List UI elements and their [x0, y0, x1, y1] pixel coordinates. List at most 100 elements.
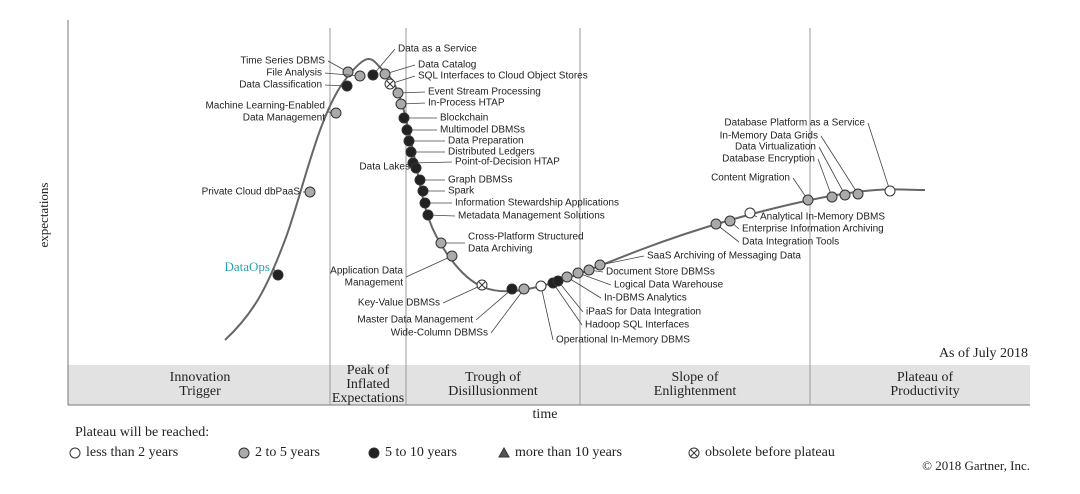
marker — [379, 68, 391, 80]
technology-label: Data as a Service — [398, 44, 477, 55]
marker — [583, 264, 595, 276]
marker — [852, 188, 864, 200]
marker-circle — [401, 124, 413, 136]
connector — [552, 282, 583, 326]
marker — [368, 447, 380, 459]
technology-label: DataOps — [225, 259, 271, 274]
marker — [417, 185, 429, 197]
marker-circle — [419, 197, 431, 209]
hype-curve — [224, 57, 926, 341]
marker-circle — [405, 146, 417, 158]
technology-label: Data Management — [243, 113, 325, 124]
connector — [412, 161, 453, 164]
marker-circle — [884, 185, 896, 197]
marker — [238, 447, 250, 459]
marker — [401, 124, 413, 136]
connector — [817, 158, 833, 198]
marker — [405, 146, 417, 158]
technology-label: Event Stream Processing — [428, 87, 541, 98]
marker — [826, 191, 838, 203]
marker — [435, 237, 447, 249]
marker — [272, 269, 284, 281]
phase-name: Peak of — [347, 363, 390, 378]
technology-label: Blockchain — [440, 113, 488, 124]
technology-label: iPaaS for Data Integration — [586, 307, 701, 318]
phase-name: Inflated — [346, 377, 390, 392]
marker-circle — [839, 189, 851, 201]
marker — [384, 78, 396, 90]
marker — [594, 259, 606, 271]
marker — [419, 197, 431, 209]
technology-label: File Analysis — [266, 68, 322, 79]
marker — [498, 446, 510, 458]
marker-circle — [826, 191, 838, 203]
x-axis-label: time — [533, 407, 558, 422]
marker-circle — [403, 135, 415, 147]
marker-circle — [414, 174, 426, 186]
marker — [535, 280, 547, 292]
marker — [724, 215, 736, 227]
legend-label: 2 to 5 years — [255, 445, 320, 460]
marker — [330, 107, 342, 119]
marker — [410, 162, 422, 174]
phase-name: Productivity — [890, 384, 959, 399]
marker — [398, 112, 410, 124]
legend-label: less than 2 years — [86, 445, 178, 460]
marker-circle — [594, 259, 606, 271]
technology-label: Information Stewardship Applications — [455, 198, 619, 209]
marker — [69, 447, 81, 459]
marker-circle — [417, 185, 429, 197]
marker — [446, 250, 458, 262]
phase-name: Slope of — [671, 370, 718, 385]
marker-circle — [852, 188, 864, 200]
marker-cross — [478, 281, 486, 289]
phase-name: Trough of — [465, 370, 521, 385]
marker — [710, 218, 722, 230]
marker-circle — [710, 218, 722, 230]
connector — [599, 255, 645, 266]
technology-label: Document Store DBMSs — [606, 267, 715, 278]
technology-label: Data Catalog — [418, 60, 476, 71]
marker-circle — [367, 69, 379, 81]
connector — [442, 284, 483, 304]
marker — [422, 209, 434, 221]
marker — [839, 189, 851, 201]
marker-circle — [368, 447, 380, 459]
technology-label: Hadoop SQL Interfaces — [585, 320, 689, 331]
marker-circle — [561, 271, 573, 283]
connector — [818, 146, 846, 196]
technology-label: Key-Value DBMSs — [358, 298, 440, 309]
technology-label: Logical Data Warehouse — [614, 280, 724, 291]
legend-title: Plateau will be reached: — [75, 425, 209, 440]
marker-circle — [379, 68, 391, 80]
marker — [688, 447, 700, 459]
marker-circle — [304, 186, 316, 198]
marker-circle — [395, 98, 407, 110]
technology-label: Wide-Column DBMSs — [391, 328, 488, 339]
marker — [354, 70, 366, 82]
technology-label: Point-of-Decision HTAP — [455, 157, 560, 168]
legend-label: obsolete before plateau — [705, 445, 835, 460]
technology-label: Management — [345, 278, 404, 289]
legend-label: more than 10 years — [515, 445, 622, 460]
technology-label: Private Cloud dbPaaS — [202, 187, 301, 198]
connector — [566, 276, 602, 299]
y-axis-label: expectations — [36, 183, 51, 248]
connector — [324, 72, 361, 77]
technology-label: Machine Learning-Enabled — [205, 101, 325, 112]
technology-label: Data Virtualization — [735, 142, 816, 153]
as-of: As of July 2018 — [939, 346, 1028, 361]
technology-label: In-DBMS Analytics — [604, 293, 687, 304]
marker-circle — [341, 80, 353, 92]
marker-circle — [238, 447, 250, 459]
technology-label: Time Series DBMS — [240, 56, 325, 67]
marker-circle — [724, 215, 736, 227]
technology-label: Master Data Management — [357, 315, 473, 326]
technology-label: SQL Interfaces to Cloud Object Stores — [418, 71, 588, 82]
marker — [414, 174, 426, 186]
marker-circle — [354, 70, 366, 82]
connector — [867, 122, 891, 192]
marker — [367, 69, 379, 81]
